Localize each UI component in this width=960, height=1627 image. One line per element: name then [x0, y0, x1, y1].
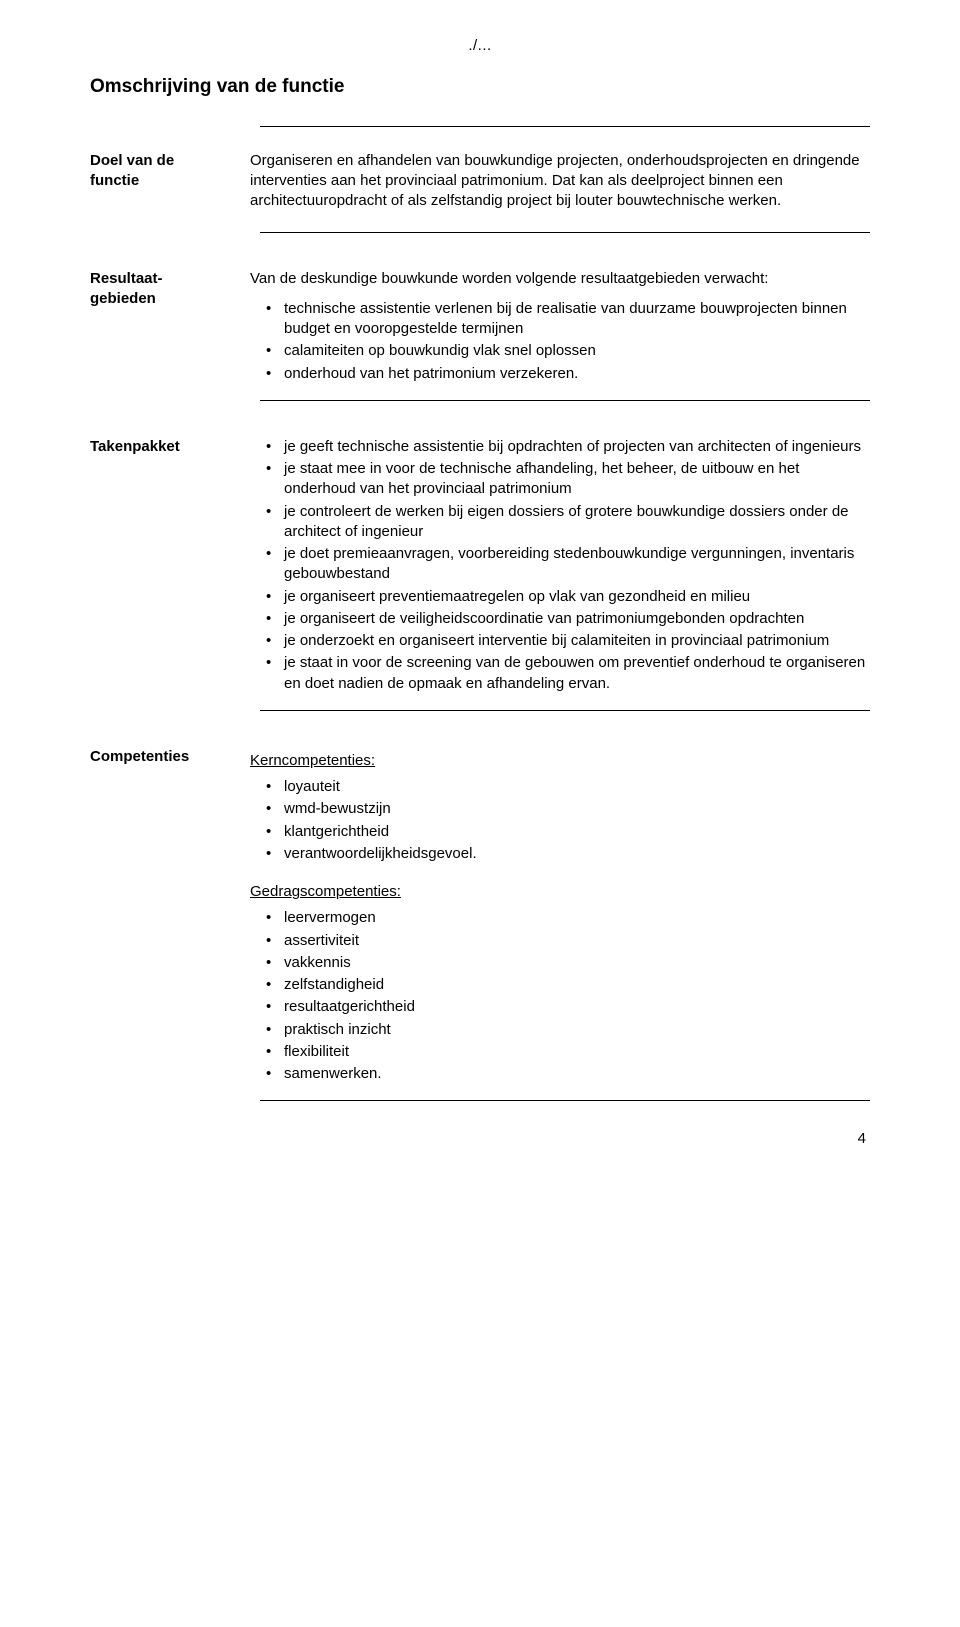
list-item: je staat mee in voor de technische afhan… [250, 459, 870, 500]
list-item: assertiviteit [250, 931, 870, 951]
list-item: klantgerichtheid [250, 822, 870, 842]
label-text: gebieden [90, 290, 156, 307]
page-number: 4 [90, 1129, 870, 1149]
section-competenties: Competenties Kerncompetenties: loyauteit… [90, 747, 870, 1087]
continuation-marker: ./... [90, 36, 870, 56]
divider [260, 232, 870, 233]
section-taken: Takenpakket je geeft technische assisten… [90, 437, 870, 696]
resultaat-list: technische assistentie verlenen bij de r… [250, 299, 870, 384]
section-resultaat: Resultaat- gebieden Van de deskundige bo… [90, 269, 870, 386]
list-item: je organiseert preventiemaatregelen op v… [250, 587, 870, 607]
doel-paragraph: Organiseren en afhandelen van bouwkundig… [250, 151, 870, 212]
divider [260, 710, 870, 711]
content-taken: je geeft technische assistentie bij opdr… [250, 437, 870, 696]
label-resultaat: Resultaat- gebieden [90, 269, 250, 310]
divider [260, 126, 870, 127]
label-taken: Takenpakket [90, 437, 250, 457]
content-competenties: Kerncompetenties: loyauteit wmd-bewustzi… [250, 747, 870, 1087]
gedrag-title: Gedragscompetenties: [250, 882, 870, 902]
divider [260, 1100, 870, 1101]
label-text: functie [90, 172, 139, 189]
page-title: Omschrijving van de functie [90, 74, 870, 100]
taken-list: je geeft technische assistentie bij opdr… [250, 437, 870, 694]
section-doel: Doel van de functie Organiseren en afhan… [90, 151, 870, 218]
label-competenties: Competenties [90, 747, 250, 767]
resultaat-intro: Van de deskundige bouwkunde worden volge… [250, 269, 870, 289]
label-doel: Doel van de functie [90, 151, 250, 192]
list-item: je staat in voor de screening van de geb… [250, 653, 870, 694]
list-item: je geeft technische assistentie bij opdr… [250, 437, 870, 457]
list-item: je doet premieaanvragen, voorbereiding s… [250, 544, 870, 585]
label-text: Resultaat- [90, 270, 163, 287]
list-item: flexibiliteit [250, 1042, 870, 1062]
list-item: vakkennis [250, 953, 870, 973]
content-doel: Organiseren en afhandelen van bouwkundig… [250, 151, 870, 218]
list-item: technische assistentie verlenen bij de r… [250, 299, 870, 340]
list-item: resultaatgerichtheid [250, 997, 870, 1017]
list-item: praktisch inzicht [250, 1020, 870, 1040]
list-item: calamiteiten op bouwkundig vlak snel opl… [250, 341, 870, 361]
list-item: wmd-bewustzijn [250, 799, 870, 819]
list-item: je onderzoekt en organiseert interventie… [250, 631, 870, 651]
kern-list: loyauteit wmd-bewustzijn klantgerichthei… [250, 777, 870, 864]
list-item: verantwoordelijkheidsgevoel. [250, 844, 870, 864]
kern-title: Kerncompetenties: [250, 751, 870, 771]
gedrag-list: leervermogen assertiviteit vakkennis zel… [250, 908, 870, 1084]
list-item: loyauteit [250, 777, 870, 797]
list-item: je organiseert de veiligheidscoordinatie… [250, 609, 870, 629]
list-item: je controleert de werken bij eigen dossi… [250, 502, 870, 543]
list-item: samenwerken. [250, 1064, 870, 1084]
list-item: leervermogen [250, 908, 870, 928]
list-item: onderhoud van het patrimonium verzekeren… [250, 364, 870, 384]
content-resultaat: Van de deskundige bouwkunde worden volge… [250, 269, 870, 386]
divider [260, 400, 870, 401]
list-item: zelfstandigheid [250, 975, 870, 995]
label-text: Doel van de [90, 152, 174, 169]
